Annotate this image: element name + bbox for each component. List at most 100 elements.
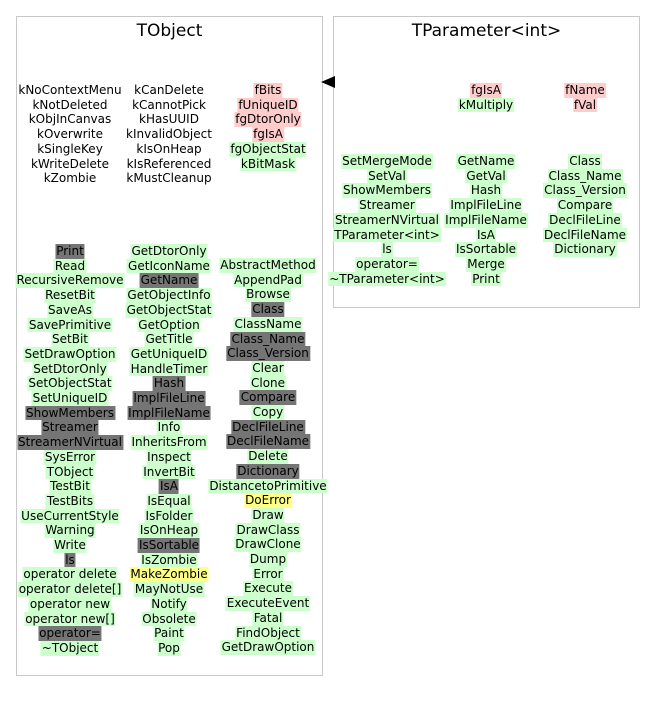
class-entry: MayNotUse: [133, 582, 205, 597]
class-entry: ImplFileName: [444, 212, 528, 228]
class-entry: fgObjectStat: [229, 141, 307, 157]
class-entry: DeclFileName: [225, 434, 311, 450]
class-entry: GetTitle: [144, 332, 194, 347]
class-entry: IsOnHeap: [138, 523, 200, 539]
class-entry: operator delete[]: [17, 582, 123, 597]
tobject-enum-column-2: kCanDelete kCannotPick kHasUUID kInvalidObj…: [125, 83, 213, 186]
class-entry: kOverwrite: [37, 127, 103, 142]
class-entry: DistancetoPrimitive: [208, 478, 328, 494]
class-entry: Info: [156, 420, 182, 436]
class-entry: operator delete: [22, 567, 118, 583]
class-entry: ls: [381, 242, 393, 257]
class-entry: GetUniqueID: [129, 346, 209, 362]
class-entry: Warning: [44, 523, 96, 539]
class-entry: ExecuteEvent: [225, 596, 311, 611]
tobject-methods-column-2: GetDtorOnly GetIconName GetName GetObjectIn…: [125, 244, 213, 656]
inheritance-arrow-icon: [321, 76, 335, 88]
class-entry: SetDtorOnly: [32, 361, 108, 377]
class-entry: GetName: [456, 154, 516, 169]
class-entry: operator new: [28, 596, 112, 612]
class-entry: Write: [53, 538, 87, 553]
class-entry: Hash: [152, 376, 186, 392]
class-entry: Compare: [556, 198, 614, 213]
class-entry: Hash: [469, 183, 503, 199]
class-entry: DoError: [244, 493, 292, 508]
class-entry: kObjInCanvas: [28, 112, 112, 127]
class-entry: GetObjectInfo: [126, 288, 212, 303]
class-entry: ImplFileName: [127, 405, 211, 421]
class-entry: IsZombie: [140, 552, 198, 568]
tparameter-methods-column-3: Class Class_Name Class_Version Compare DeclF…: [542, 154, 628, 257]
class-entry: Draw: [251, 507, 285, 523]
tparameter-members-column-1: fgIsA kMultiply: [457, 83, 515, 113]
class-entry: SetObjectStat: [27, 376, 113, 392]
class-entry: Error: [252, 566, 284, 582]
class-entry: kCanDelete: [134, 83, 204, 97]
class-entry: GetName: [139, 273, 199, 289]
class-entry: GetDrawOption: [220, 640, 316, 655]
class-entry: Class_Version: [226, 346, 310, 361]
class-entry: Streamer: [358, 198, 416, 213]
class-entry: Execute: [242, 581, 293, 597]
class-entry: IsEqual: [146, 493, 192, 509]
class-entry: SetBit: [51, 332, 89, 347]
class-entry: IsFolder: [144, 508, 194, 524]
class-entry: Class_Name: [230, 331, 306, 347]
class-entry: kIsReferenced: [126, 156, 212, 171]
class-entry: Inspect: [146, 449, 192, 465]
class-entry: Class: [251, 302, 285, 317]
class-entry: SetVal: [367, 168, 407, 184]
class-entry: kCannotPick: [132, 97, 206, 112]
class-entry: Compare: [239, 390, 297, 406]
class-entry: Clone: [249, 375, 287, 391]
class-entry: TestBit: [49, 479, 91, 494]
tobject-methods-column-1: Print Read RecursiveRemove ResetBit SaveAs Sa…: [15, 244, 125, 656]
class-entry: TObject: [45, 464, 95, 480]
class-entry: SetDrawOption: [23, 346, 117, 362]
class-entry: SaveAs: [47, 302, 93, 318]
class-entry: Class: [568, 154, 602, 169]
class-entry: kSingleKey: [37, 141, 103, 156]
class-entry: RecursiveRemove: [15, 273, 125, 289]
class-entry: Dictionary: [553, 242, 617, 257]
class-entry: SysError: [43, 449, 97, 465]
class-entry: Merge: [466, 256, 506, 272]
class-entry: Fatal: [252, 610, 284, 626]
class-entry: ImplFileLine: [132, 391, 206, 406]
class-entry: Delete: [247, 449, 289, 464]
class-entry: kHasUUID: [139, 112, 199, 127]
class-entry: IsA: [475, 227, 496, 243]
class-entry: operator=: [38, 626, 102, 641]
class-entry: ResetBit: [44, 288, 96, 303]
class-entry: DeclFileLine: [548, 212, 622, 228]
class-entry: ShowMembers: [341, 183, 432, 199]
tobject-methods-column-3: AbstractMethod AppendPad Browse Class ClassN…: [208, 258, 328, 655]
class-entry: TParameter<int>: [333, 227, 441, 243]
class-entry: kMustCleanup: [126, 171, 212, 186]
class-entry: ~TObject: [40, 640, 100, 656]
class-entry: Browse: [245, 287, 291, 303]
class-entry: kInvalidObject: [126, 127, 212, 142]
class-entry: IsSortable: [137, 538, 201, 553]
class-entry: GetIconName: [127, 258, 211, 274]
class-entry: Notify: [150, 596, 188, 612]
class-entry: Obsolete: [141, 611, 197, 627]
class-entry: DrawClass: [235, 522, 301, 538]
class-entry: Dictionary: [236, 463, 300, 479]
class-entry: FindObject: [235, 625, 301, 641]
class-entry: InvertBit: [142, 464, 196, 480]
class-entry: Pop: [157, 640, 181, 656]
class-entry: GetObjectStat: [125, 302, 213, 318]
class-entry: Read: [53, 258, 87, 274]
class-entry: ClassName: [233, 316, 303, 332]
class-entry: TestBits: [45, 493, 95, 509]
tparameter-methods-column-1: SetMergeMode SetVal ShowMembers Streamer Str…: [328, 154, 446, 287]
tparameter-title: TParameter<int>: [411, 21, 562, 41]
class-entry: DeclFileLine: [231, 419, 305, 435]
class-entry: SetMergeMode: [341, 154, 433, 169]
class-entry: Paint: [153, 626, 185, 641]
class-entry: fgDtorOnly: [234, 112, 302, 128]
class-entry: MakeZombie: [129, 567, 209, 583]
class-entry: kMultiply: [457, 97, 515, 113]
class-entry: IsA: [158, 479, 179, 494]
